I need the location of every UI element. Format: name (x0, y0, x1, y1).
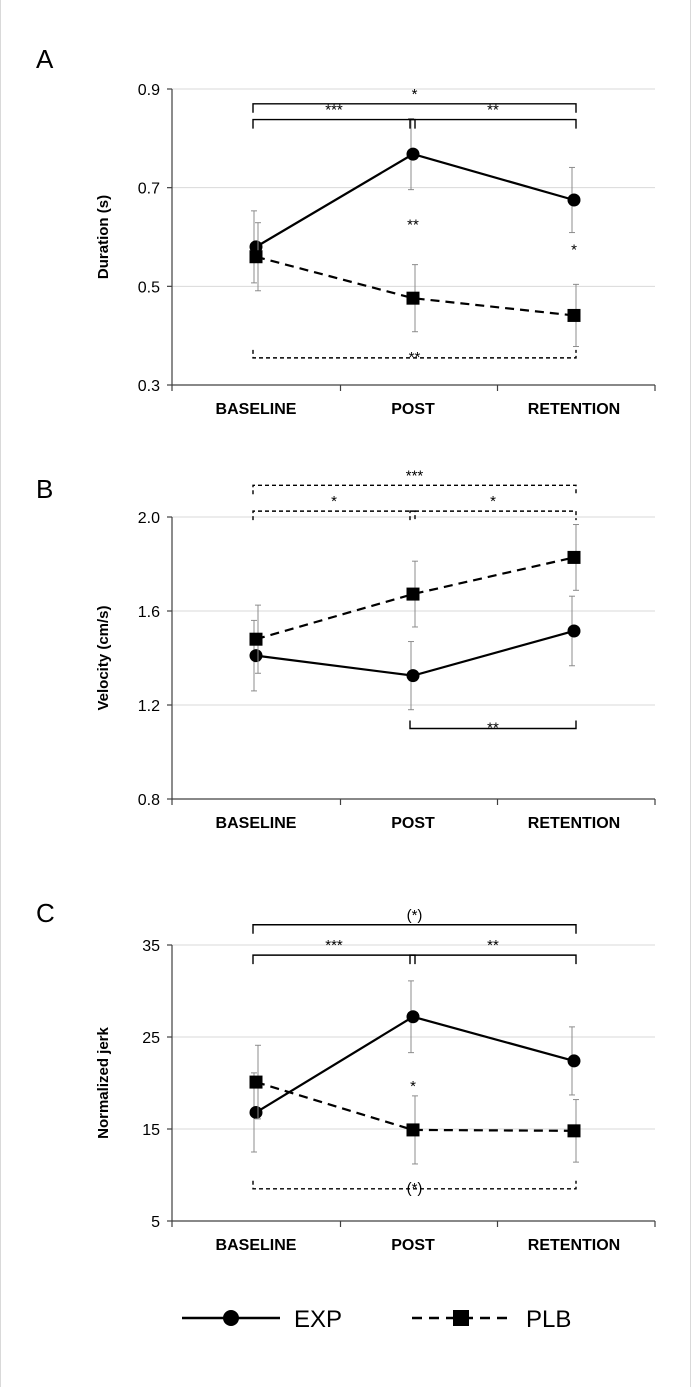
data-point (567, 1054, 581, 1068)
data-point (249, 1075, 263, 1089)
data-point (249, 1105, 263, 1119)
data-point (406, 1123, 420, 1137)
significance-label: (*) (407, 907, 423, 924)
y-tick-label: 35 (142, 938, 160, 955)
significance-label: *** (325, 102, 343, 119)
significance-label: *** (406, 467, 424, 484)
x-tick-label: POST (391, 1237, 435, 1254)
series-exp (249, 595, 581, 711)
data-point (567, 1124, 581, 1138)
chart-panel-a: A 0.3 0.5 0.7 0.9 Duration (s) BASELINE POST RET… (36, 44, 656, 418)
legend-label-plb: PLB (526, 1306, 571, 1333)
chart-panel-b: B 0.8 1.2 1.6 2.0 Velocity (cm/s) BASELINE POST… (36, 467, 656, 832)
panel-letter: C (36, 898, 55, 928)
series-line (255, 556, 575, 641)
series-exp (249, 118, 581, 284)
y-tick-label: 15 (142, 1122, 160, 1139)
significance-label: ** (487, 720, 499, 737)
significance-bracket (252, 484, 577, 495)
significance-bracket (252, 924, 577, 934)
significance-label: * (490, 493, 496, 510)
significance-bracket (252, 510, 416, 521)
significance-bracket (409, 510, 577, 521)
data-point (249, 632, 263, 646)
x-tick-label: BASELINE (216, 1237, 297, 1254)
data-point (567, 624, 581, 638)
data-point (567, 550, 581, 564)
y-tick-label: 0.7 (138, 181, 160, 198)
legend-marker-plb (453, 1310, 469, 1326)
y-tick-label: 0.8 (138, 792, 160, 809)
significance-label: ** (487, 937, 499, 954)
data-point (406, 291, 420, 305)
data-point (249, 240, 263, 254)
significance-bracket (409, 954, 577, 965)
data-point (567, 308, 581, 322)
y-axis-label: Normalized jerk (95, 1026, 112, 1138)
significance-bracket (252, 103, 577, 113)
x-tick-label: POST (391, 401, 435, 418)
significance-label: ** (409, 349, 421, 366)
data-point (406, 147, 420, 161)
x-tick-label: RETENTION (528, 1237, 620, 1254)
legend: EXP PLB (182, 1306, 571, 1333)
significance-label: ** (407, 217, 419, 234)
x-tick-label: BASELINE (216, 401, 297, 418)
x-tick-label: RETENTION (528, 815, 620, 832)
panel-letter: A (36, 44, 54, 74)
significance-label: ** (487, 102, 499, 119)
significance-bracket (252, 1180, 577, 1190)
x-tick-label: POST (391, 815, 435, 832)
significance-bracket (409, 720, 577, 730)
series-plb (249, 1044, 581, 1165)
significance-label: * (412, 86, 418, 103)
data-point (406, 1010, 420, 1024)
significance-label: *** (325, 937, 343, 954)
data-point (406, 587, 420, 601)
y-tick-label: 0.3 (138, 378, 160, 395)
significance-label: * (331, 493, 337, 510)
series-plb (249, 222, 581, 348)
data-point (567, 193, 581, 207)
y-tick-label: 0.5 (138, 279, 160, 296)
data-point (249, 250, 263, 264)
data-point (249, 649, 263, 663)
legend-marker-exp (223, 1310, 239, 1326)
y-tick-label: 0.9 (138, 82, 160, 99)
significance-label: * (410, 1078, 416, 1095)
series-line (255, 1081, 575, 1132)
x-tick-label: RETENTION (528, 401, 620, 418)
series-line (255, 255, 575, 317)
y-axis-label: Duration (s) (95, 195, 112, 279)
x-tick-label: BASELINE (216, 815, 297, 832)
series-exp (249, 980, 581, 1153)
significance-bracket (252, 954, 416, 965)
significance-bracket (252, 349, 577, 359)
y-axis-label: Velocity (cm/s) (95, 605, 112, 710)
significance-label: (*) (407, 1180, 423, 1197)
legend-label-exp: EXP (294, 1306, 342, 1333)
data-point (406, 669, 420, 683)
y-tick-label: 1.2 (138, 698, 160, 715)
y-tick-label: 5 (151, 1214, 160, 1231)
panel-letter: B (36, 474, 53, 504)
y-tick-label: 25 (142, 1030, 160, 1047)
chart-panel-c: C 5 15 25 35 Normalized jerk BASELINE POST RETEN… (36, 898, 656, 1254)
y-tick-label: 2.0 (138, 510, 160, 527)
significance-bracket (409, 118, 577, 129)
series-line (255, 629, 575, 677)
series-plb (249, 524, 581, 674)
significance-bracket (252, 118, 416, 129)
y-tick-label: 1.6 (138, 604, 160, 621)
significance-label: * (571, 241, 577, 258)
